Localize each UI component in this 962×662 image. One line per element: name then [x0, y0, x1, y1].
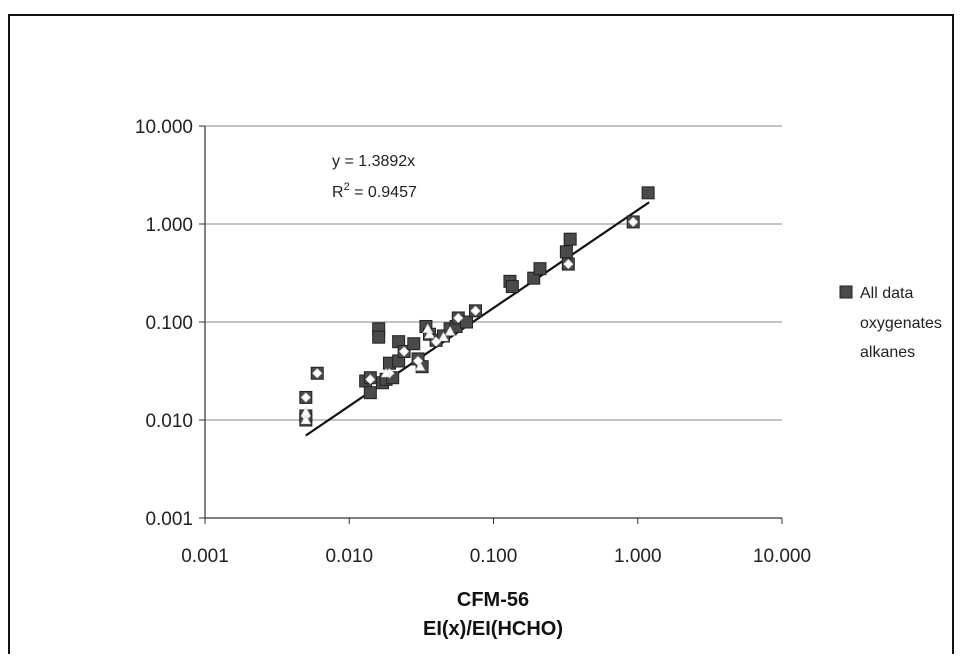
legend: All data oxygenates alkanes — [839, 285, 942, 361]
point-oxygenates — [300, 392, 311, 403]
chart-frame — [8, 14, 954, 654]
x-tick-label: 1.000 — [614, 546, 662, 567]
x-axis-title-line1: CFM-56 — [457, 589, 529, 611]
point-all-data — [559, 245, 573, 259]
x-tick-label: 10.000 — [753, 546, 811, 567]
x-axis-title-line2: EI(x)/EI(HCHO) — [423, 618, 563, 640]
y-tick-label: 1.000 — [145, 215, 193, 236]
tick-labels: 0.001 0.010 0.100 1.000 10.000 0.001 0.010 0.10… — [135, 117, 811, 567]
point-alkanes — [438, 331, 449, 342]
data-points — [299, 186, 655, 427]
r2-value: = 0.9457 — [350, 184, 417, 201]
point-alkanes — [424, 328, 435, 339]
point-oxygenates — [365, 374, 376, 385]
y-tick-label: 0.100 — [145, 313, 193, 334]
legend-label-oxygenates: oxygenates — [860, 315, 942, 332]
x-tick-label: 0.010 — [325, 546, 373, 567]
r2-label: R — [332, 184, 344, 201]
x-tick-label: 0.100 — [470, 546, 518, 567]
point-alkanes — [380, 367, 392, 378]
point-all-data — [363, 386, 377, 400]
point-oxygenates — [470, 305, 481, 316]
trendline-equation: y = 1.3892x — [332, 153, 415, 170]
point-all-data — [505, 280, 519, 294]
legend-label-all-data: All data — [860, 285, 913, 302]
point-oxygenates — [312, 368, 323, 379]
y-tick-label: 0.010 — [145, 411, 193, 432]
axes — [199, 125, 783, 524]
trendline-group — [305, 201, 650, 437]
y-tick-label: 10.000 — [135, 117, 193, 138]
trendline — [305, 201, 650, 437]
point-oxygenates — [628, 216, 639, 227]
point-alkanes — [300, 414, 312, 425]
point-all-data — [533, 262, 547, 276]
grid-lines — [205, 125, 782, 421]
y-tick-label: 0.001 — [145, 509, 193, 530]
point-all-data — [407, 337, 421, 351]
point-oxygenates — [399, 346, 410, 357]
legend-label-alkanes: alkanes — [860, 344, 915, 361]
point-oxygenates — [453, 312, 464, 324]
point-all-data — [563, 232, 577, 246]
point-alkanes — [414, 361, 426, 371]
r2-superscript: 2 — [344, 181, 350, 193]
legend-swatch-all-data — [839, 285, 853, 299]
trendline-r2: R2 = 0.9457 — [332, 181, 417, 201]
point-all-data — [641, 186, 655, 200]
point-alkanes — [444, 326, 456, 336]
point-all-data — [460, 315, 474, 329]
point-alkanes — [300, 406, 312, 417]
x-tick-label: 0.001 — [181, 546, 229, 567]
point-oxygenates — [563, 259, 574, 270]
point-all-data — [372, 330, 386, 344]
